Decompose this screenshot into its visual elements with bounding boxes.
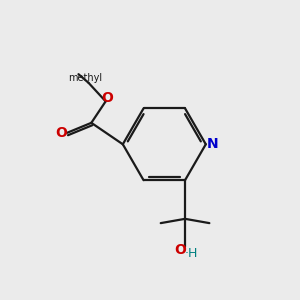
Text: O: O <box>55 126 67 140</box>
Text: methyl: methyl <box>69 73 103 82</box>
Text: N: N <box>206 137 218 151</box>
Text: O: O <box>174 243 186 257</box>
Text: ·H: ·H <box>185 247 198 260</box>
Text: O: O <box>101 91 113 105</box>
